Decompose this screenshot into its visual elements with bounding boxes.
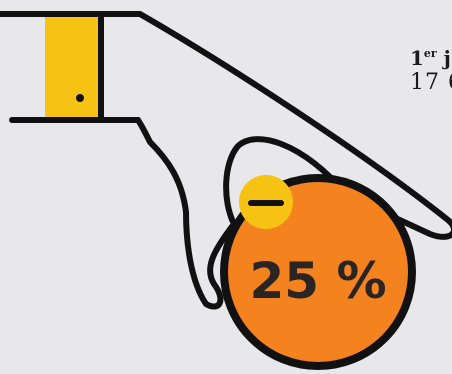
figure-text: 17 6 bbox=[410, 70, 452, 95]
discount-percent: 25 % bbox=[249, 252, 386, 310]
date-suffix: er bbox=[423, 47, 437, 60]
info-text: 1er j 17 6 bbox=[410, 42, 452, 96]
date-rest: j bbox=[436, 46, 451, 70]
date-number: 1 bbox=[410, 46, 424, 70]
minus-icon bbox=[239, 175, 293, 229]
hand-icon bbox=[105, 11, 452, 310]
door-icon bbox=[45, 14, 104, 118]
date-line: 1er j bbox=[410, 42, 452, 70]
